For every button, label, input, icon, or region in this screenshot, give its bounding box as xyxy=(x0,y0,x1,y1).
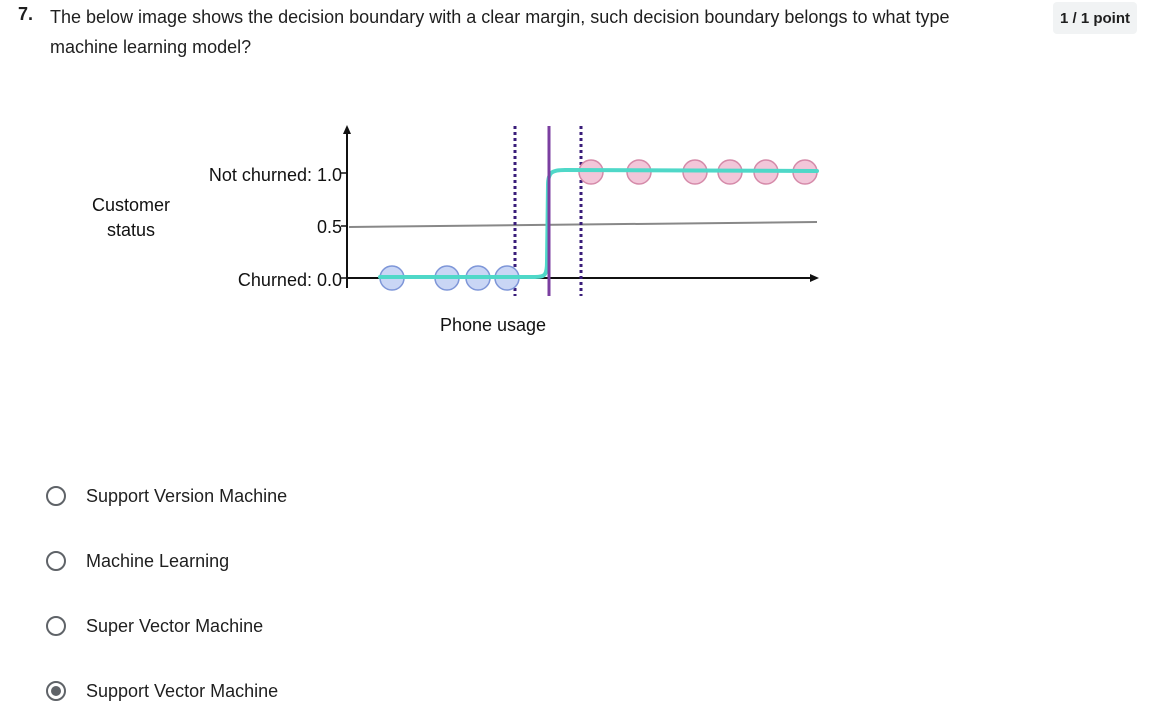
option-support-vector-machine[interactable]: Support Vector Machine xyxy=(46,676,446,706)
tick-label-churned: Churned: 0.0 xyxy=(238,270,342,290)
logistic-curve xyxy=(378,168,819,279)
option-machine-learning[interactable]: Machine Learning xyxy=(46,546,446,576)
data-point-churned xyxy=(434,265,460,291)
y-axis-label-line1: Customer xyxy=(92,195,170,215)
points-badge: 1 / 1 point xyxy=(1053,2,1137,34)
data-point-not-churned xyxy=(717,159,743,185)
radio-icon[interactable] xyxy=(46,486,66,506)
option-label: Support Version Machine xyxy=(86,485,288,506)
threshold-line xyxy=(348,221,818,228)
data-point-not-churned xyxy=(578,159,604,185)
x-axis-arrow xyxy=(810,274,819,282)
option-label: Super Vector Machine xyxy=(86,615,264,636)
tick-label-not-churned: Not churned: 1.0 xyxy=(209,165,342,185)
question-text: The below image shows the decision bound… xyxy=(50,7,950,57)
data-point-not-churned xyxy=(753,159,779,185)
radio-icon[interactable] xyxy=(46,616,66,636)
data-point-churned xyxy=(379,265,405,291)
data-point-not-churned xyxy=(792,159,818,185)
data-point-churned xyxy=(465,265,491,291)
data-point-not-churned xyxy=(682,159,708,185)
radio-icon[interactable] xyxy=(46,551,66,571)
y-axis-label-line2: status xyxy=(107,220,155,240)
x-axis-label: Phone usage xyxy=(440,315,546,335)
option-support-version-machine[interactable]: Support Version Machine xyxy=(46,481,446,511)
option-label: Machine Learning xyxy=(86,550,230,571)
y-axis-arrow xyxy=(343,125,351,134)
data-point-not-churned xyxy=(626,159,652,185)
tick-label-mid: 0.5 xyxy=(317,217,342,237)
radio-selected-icon[interactable] xyxy=(46,681,66,701)
question-number: 7. xyxy=(18,4,34,24)
data-point-churned xyxy=(494,265,520,291)
option-label: Support Vector Machine xyxy=(86,680,279,701)
option-super-vector-machine[interactable]: Super Vector Machine xyxy=(46,611,446,641)
